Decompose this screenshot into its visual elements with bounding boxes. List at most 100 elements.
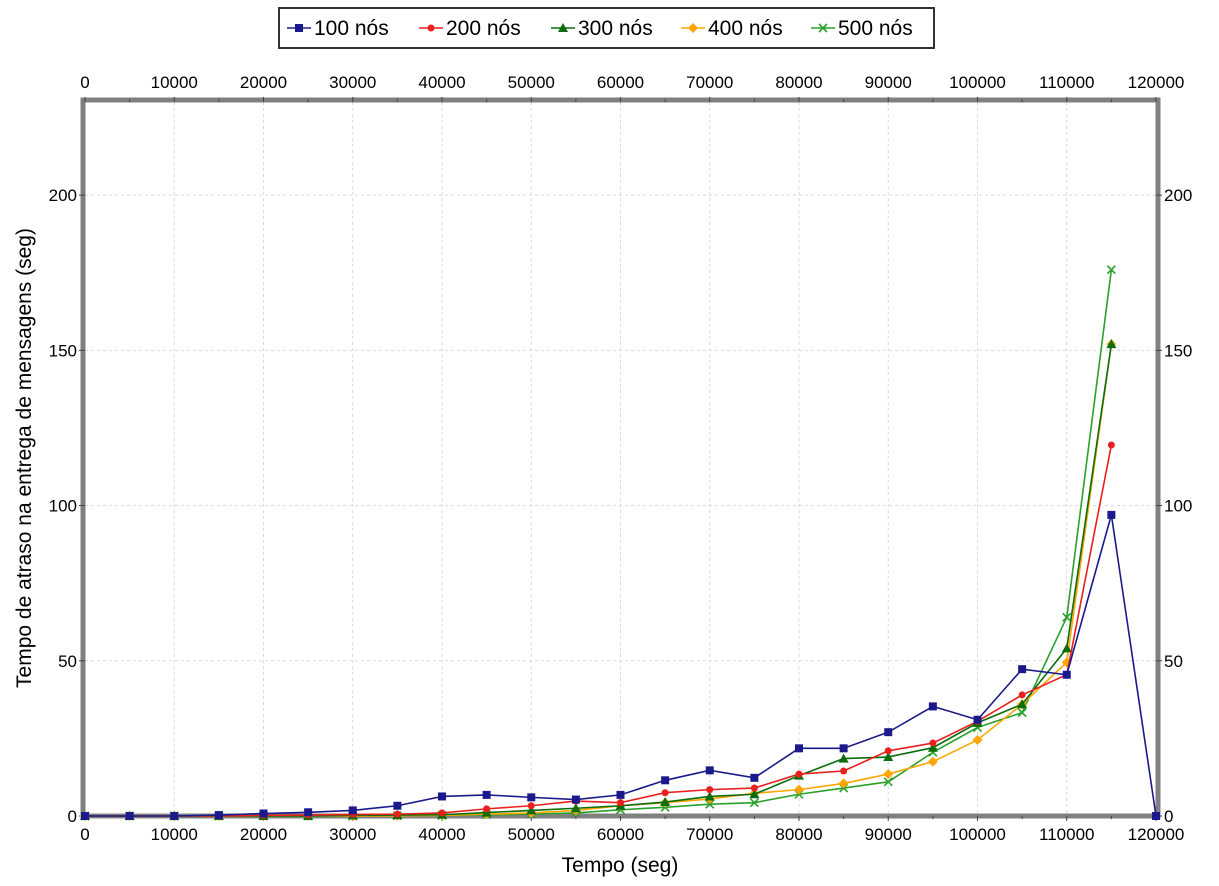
data-point	[1017, 708, 1027, 718]
legend-entry: 400 nós	[681, 17, 783, 40]
data-point	[838, 753, 849, 763]
data-point	[706, 786, 714, 794]
x-tick-label-top: 120000	[1128, 73, 1185, 92]
data-point	[348, 806, 357, 815]
data-point	[304, 808, 313, 817]
data-point	[929, 739, 937, 747]
x-tick-label-bottom: 110000	[1039, 825, 1094, 844]
data-point	[927, 756, 938, 767]
data-point	[438, 792, 446, 801]
x-tick-label-top: 40000	[418, 73, 465, 92]
y-tick-label-left: 100	[49, 497, 77, 516]
legend-label: 100 nós	[314, 17, 389, 40]
x-tick-label-top: 50000	[508, 73, 555, 92]
data-point	[571, 795, 580, 804]
data-point	[81, 812, 89, 820]
data-point	[661, 789, 669, 797]
data-point	[259, 809, 268, 818]
y-tick-label-right: 50	[1164, 652, 1183, 671]
data-point	[125, 812, 134, 820]
data-point	[838, 778, 849, 789]
series-400-nos	[80, 339, 1117, 821]
y-axis-label: Tempo de atraso na entrega de mensagens …	[13, 228, 36, 688]
data-point	[818, 23, 828, 33]
series-line	[85, 344, 1113, 817]
y-tick-label-right: 150	[1164, 341, 1192, 360]
data-point	[438, 809, 446, 817]
x-tick-label-top: 70000	[686, 73, 733, 92]
data-point	[1061, 643, 1072, 653]
data-point	[393, 801, 402, 810]
data-point	[1106, 339, 1117, 349]
data-point	[1062, 612, 1072, 622]
data-point	[1017, 699, 1028, 709]
y-tick-label-left: 50	[58, 652, 77, 671]
x-tick-label-bottom: 70000	[686, 825, 733, 844]
data-point	[704, 791, 715, 801]
x-tick-label-bottom: 0	[80, 825, 89, 844]
x-tick-label-bottom: 10000	[151, 825, 198, 844]
x-tick-label-top: 0	[80, 73, 89, 92]
data-point	[883, 777, 893, 787]
legend-entry: 300 nós	[551, 17, 653, 40]
data-point	[1106, 265, 1116, 275]
legend-label: 200 nós	[446, 17, 521, 40]
x-tick-label-bottom: 30000	[329, 825, 376, 844]
legend-label: 500 nós	[838, 17, 913, 40]
data-point	[927, 742, 938, 752]
x-tick-label-bottom: 80000	[775, 825, 822, 844]
data-point	[705, 799, 715, 809]
data-point	[973, 715, 982, 724]
data-point	[527, 802, 535, 810]
x-tick-label-top: 30000	[329, 73, 376, 92]
series-layer	[80, 265, 1160, 821]
legend-entry: 100 nós	[287, 17, 389, 40]
data-point	[749, 789, 760, 799]
x-tick-label-bottom: 60000	[597, 825, 644, 844]
data-point	[705, 766, 714, 775]
data-point	[483, 805, 491, 813]
axis-ticks: 0 0 10000 10000 20000 20000 30000 30000 40000 400…	[49, 73, 1193, 844]
data-point	[427, 24, 435, 32]
chart-gridlines	[84, 102, 1157, 817]
data-point	[558, 23, 568, 32]
series-line	[85, 344, 1113, 817]
data-point	[884, 728, 893, 737]
data-point	[617, 799, 624, 807]
x-tick-label-bottom: 100000	[949, 825, 1006, 844]
y-tick-label-right: 200	[1164, 186, 1192, 205]
chart-legend: 100 nós 200 nós 300 nós 400 nós 500 nós	[278, 7, 935, 49]
x-tick-label-top: 100000	[949, 73, 1006, 92]
data-point	[1018, 665, 1027, 674]
legend-label: 400 nós	[708, 17, 783, 40]
y-tick-label-left: 200	[49, 186, 77, 205]
data-point	[482, 790, 491, 799]
x-axis-label: Tempo (seg)	[562, 854, 679, 877]
x-tick-label-top: 90000	[865, 73, 912, 92]
data-point	[295, 24, 303, 32]
x-tick-label-top: 110000	[1039, 73, 1094, 92]
legend-entry: 200 nós	[419, 17, 521, 40]
x-tick-label-bottom: 40000	[418, 825, 465, 844]
data-point	[1107, 441, 1115, 449]
x-tick-label-top: 80000	[775, 73, 822, 92]
data-point	[661, 776, 670, 785]
data-point	[928, 702, 937, 711]
x-tick-label-top: 60000	[597, 73, 644, 92]
data-point	[795, 770, 803, 778]
legend-entry: 500 nós	[811, 17, 913, 40]
x-tick-label-top: 10000	[151, 73, 198, 92]
data-point	[840, 767, 848, 775]
data-point	[527, 793, 536, 802]
series-500-nos	[80, 265, 1116, 821]
data-point	[1107, 510, 1116, 519]
data-point	[884, 747, 892, 755]
x-tick-label-top: 20000	[240, 73, 287, 92]
x-tick-label-bottom: 20000	[240, 825, 287, 844]
series-100-nos	[81, 510, 1160, 820]
data-point	[214, 811, 223, 820]
x-tick-label-bottom: 90000	[865, 825, 912, 844]
y-tick-label-right: 0	[1164, 807, 1173, 826]
data-point	[170, 812, 179, 820]
